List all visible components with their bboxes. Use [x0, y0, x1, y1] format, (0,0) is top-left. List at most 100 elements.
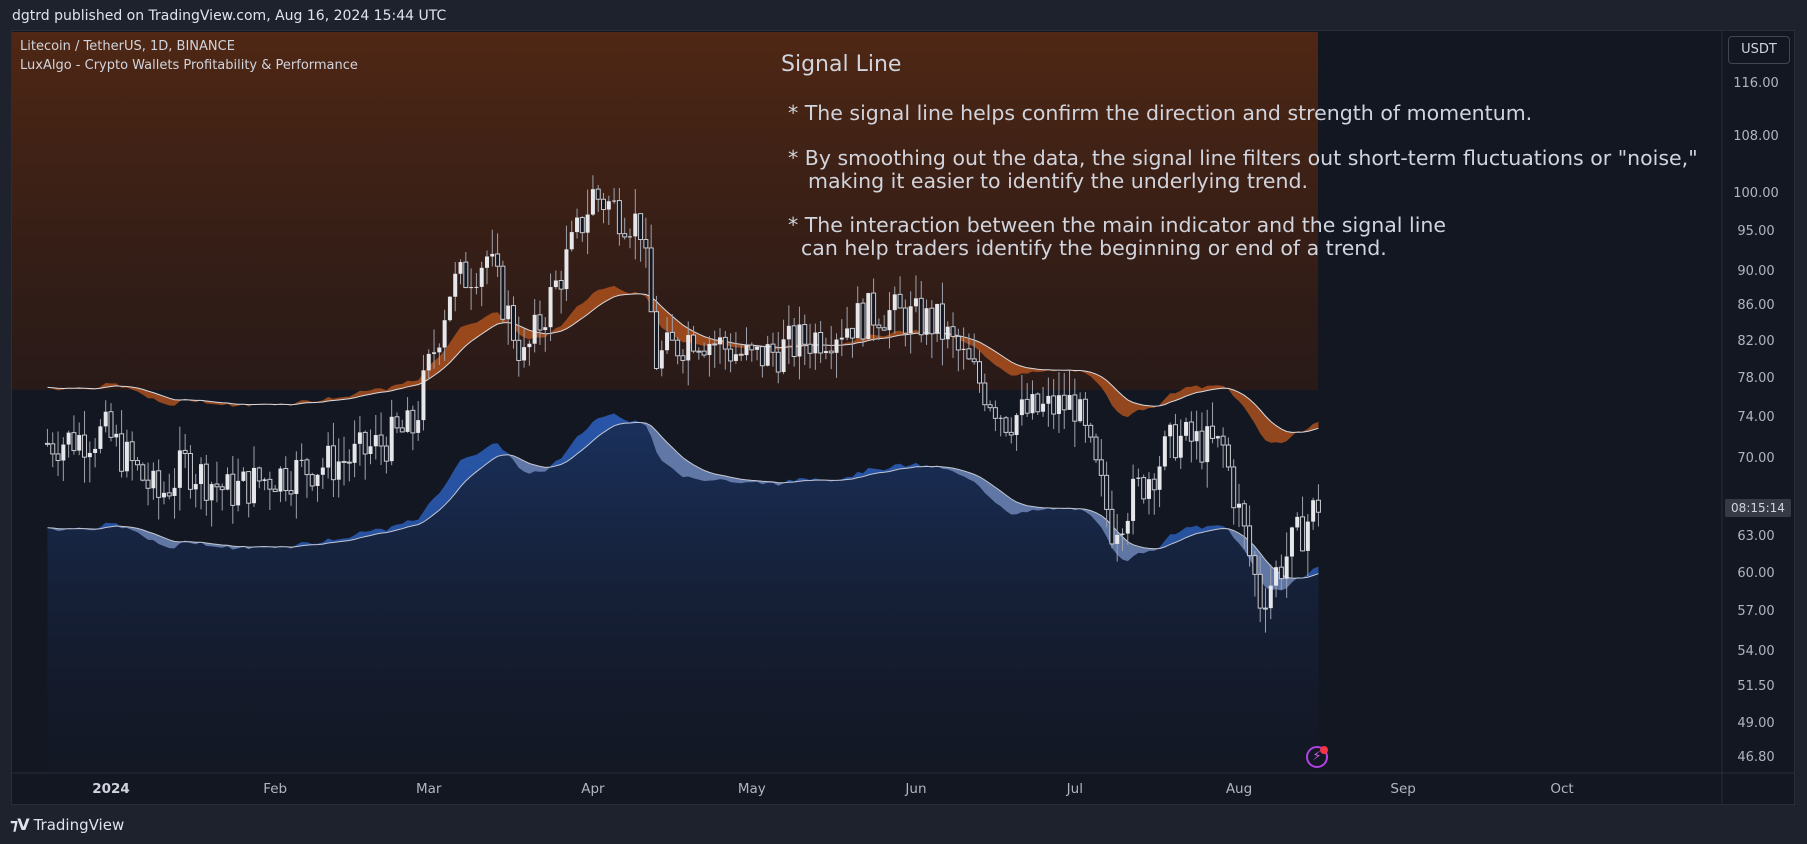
- candle: [66, 430, 71, 458]
- candle: [140, 462, 146, 482]
- candle: [558, 270, 564, 314]
- candle: [638, 213, 644, 262]
- candle: [256, 466, 262, 489]
- candle: [1237, 483, 1241, 528]
- candle: [749, 342, 755, 362]
- candle: [495, 233, 501, 277]
- annotation-line-5: can help traders identify the beginning …: [801, 236, 1387, 260]
- price-tick-label: 90.00: [1737, 264, 1775, 280]
- price-tick-label: 95.00: [1737, 224, 1775, 240]
- price-tick-label: 54.00: [1737, 643, 1775, 659]
- price-tick-label: 100.00: [1733, 186, 1779, 202]
- candle: [786, 305, 791, 364]
- candle: [929, 300, 935, 359]
- candle: [971, 333, 977, 365]
- candle: [707, 335, 712, 377]
- time-tick-label: Jun: [905, 781, 927, 797]
- candle: [733, 332, 738, 364]
- candle: [378, 412, 384, 466]
- candle: [1024, 383, 1030, 418]
- candle: [564, 225, 569, 301]
- candle: [855, 286, 860, 339]
- candle: [1184, 417, 1189, 441]
- candle: [849, 327, 855, 358]
- candle: [283, 456, 289, 502]
- candle: [262, 477, 267, 491]
- time-tick-label: Feb: [263, 781, 288, 797]
- candle: [1109, 490, 1115, 549]
- candle: [1194, 410, 1199, 460]
- candle: [469, 268, 474, 310]
- candle: [225, 467, 230, 491]
- candle: [1268, 564, 1273, 620]
- candle: [1247, 505, 1253, 567]
- candle: [1035, 392, 1041, 415]
- candle: [966, 333, 972, 361]
- price-tick-label: 74.00: [1737, 409, 1775, 425]
- candle: [1311, 497, 1316, 530]
- candle: [336, 438, 341, 498]
- candle: [368, 429, 373, 465]
- price-tick-label: 116.00: [1733, 76, 1779, 91]
- candle: [543, 317, 548, 352]
- candle: [902, 299, 908, 347]
- candle: [199, 457, 204, 510]
- candle: [1067, 369, 1072, 410]
- candle: [669, 314, 675, 341]
- candle: [394, 412, 400, 434]
- candle: [653, 295, 659, 371]
- candle: [728, 333, 734, 373]
- price-tick-label: 46.80: [1737, 750, 1775, 766]
- candle: [802, 314, 808, 366]
- candle: [474, 273, 479, 295]
- candle: [665, 317, 670, 354]
- candle: [701, 342, 707, 358]
- candle: [977, 350, 983, 393]
- candle: [887, 291, 892, 349]
- candle: [1188, 411, 1194, 463]
- candlesticks: [44, 175, 1321, 633]
- candle: [309, 472, 315, 491]
- candle: [453, 261, 458, 312]
- candle: [209, 481, 214, 527]
- candle: [516, 316, 522, 377]
- candle: [1120, 528, 1125, 552]
- indicator-legend[interactable]: LuxAlgo - Crypto Wallets Profitability &…: [20, 58, 358, 73]
- candle: [1284, 532, 1289, 598]
- candle: [718, 328, 723, 364]
- candle: [330, 422, 336, 498]
- candle: [151, 462, 156, 500]
- candle: [616, 188, 622, 246]
- candle: [177, 426, 182, 511]
- candle: [166, 473, 172, 500]
- candle: [304, 457, 310, 498]
- candle: [601, 192, 607, 224]
- candle: [834, 333, 839, 378]
- candle: [1030, 380, 1035, 420]
- candle: [1056, 372, 1061, 434]
- candle: [82, 411, 88, 483]
- candle: [527, 340, 532, 366]
- candle: [680, 349, 686, 374]
- candle: [1072, 378, 1078, 448]
- candle: [458, 259, 463, 285]
- candle: [389, 399, 394, 466]
- candle: [1125, 512, 1130, 545]
- currency-button[interactable]: USDT: [1728, 36, 1790, 64]
- symbol-legend[interactable]: Litecoin / TetherUS, 1D, BINANCE: [20, 39, 235, 54]
- candle: [892, 286, 897, 334]
- candle: [686, 321, 691, 386]
- candle: [1078, 392, 1083, 423]
- candle: [288, 471, 294, 506]
- candle: [998, 415, 1003, 437]
- candle: [1231, 459, 1237, 525]
- candle: [236, 458, 241, 512]
- tradingview-brand[interactable]: ⁊V TradingView: [10, 815, 124, 834]
- candle: [267, 471, 273, 510]
- time-tick-label: Apr: [581, 781, 605, 797]
- candle: [537, 300, 543, 345]
- candle: [124, 429, 129, 478]
- candle: [172, 468, 177, 519]
- lightning-alert-icon[interactable]: ⚡: [1306, 746, 1328, 768]
